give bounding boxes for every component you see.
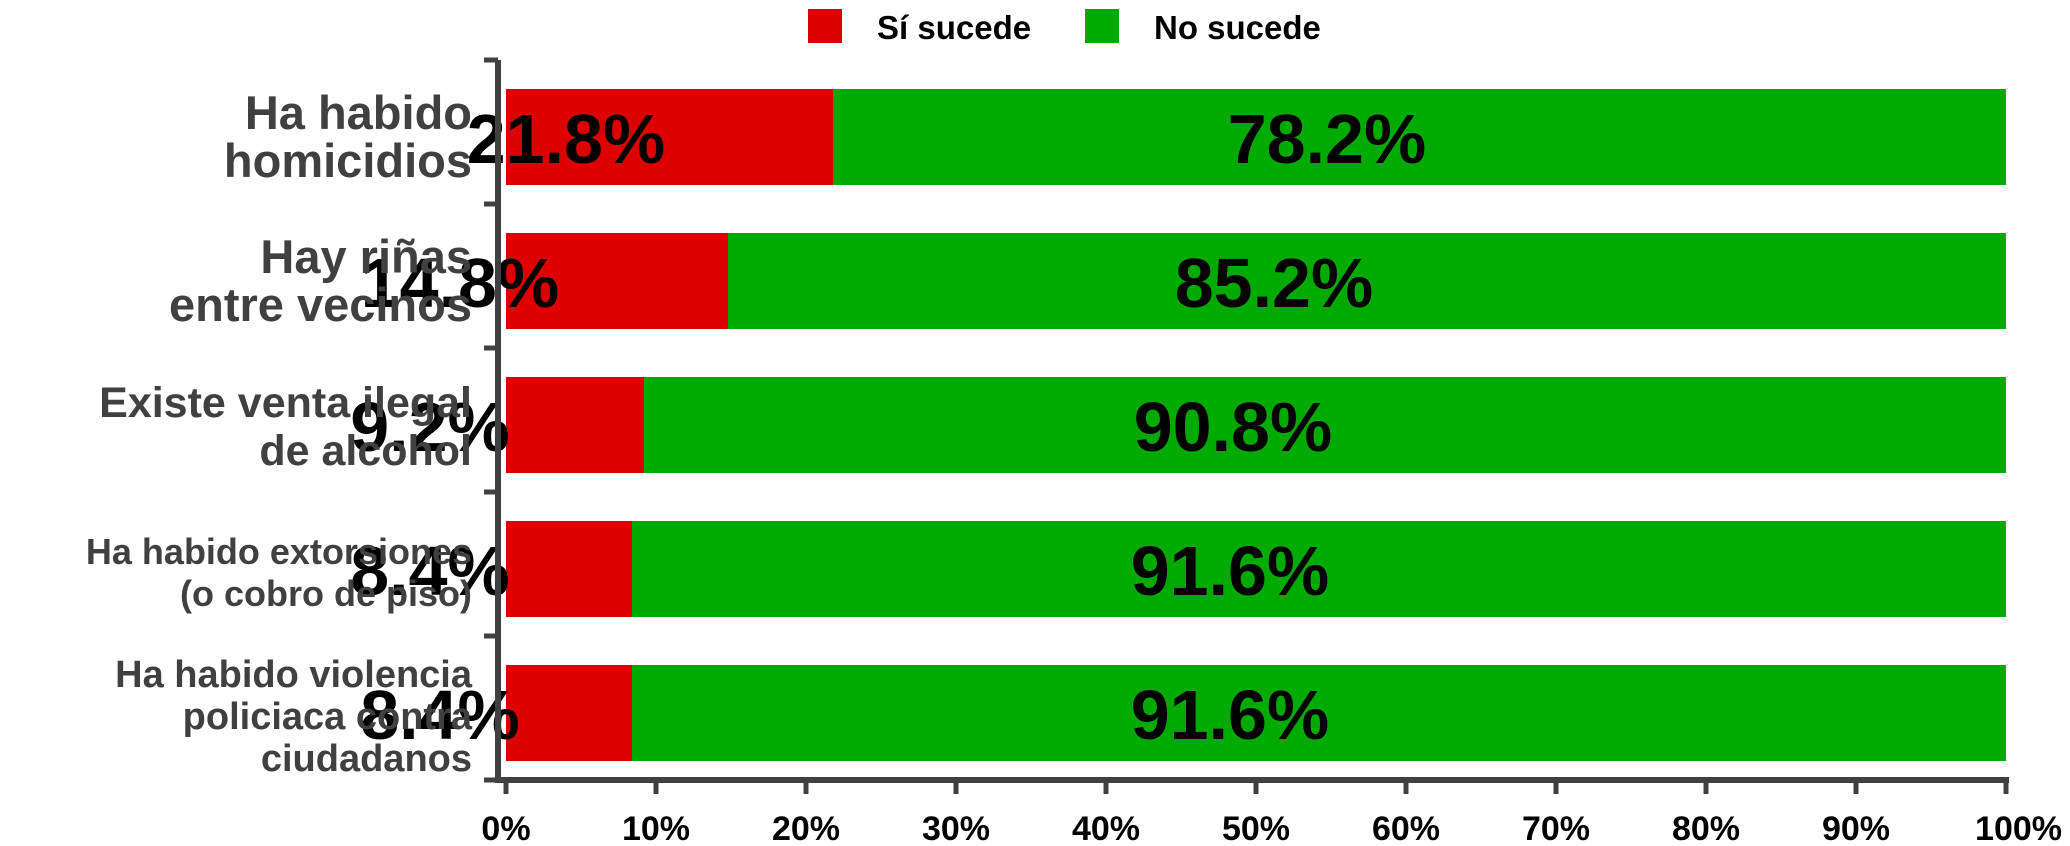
legend-label: Sí sucede — [877, 9, 1031, 46]
legend-swatch — [808, 9, 842, 43]
category-label: Ha habido extorsiones — [86, 531, 472, 572]
bar-segment — [632, 521, 2006, 617]
bar-area: 21.8% 78.2%14.8% 85.2%9.2% 90.8%8.4% 91.6%8.… — [350, 89, 2006, 761]
bar-segment — [632, 665, 2006, 761]
category-label: policiaca contra — [183, 696, 473, 738]
legend-label: No sucede — [1154, 9, 1321, 46]
data-label: 8.4% — [350, 532, 510, 610]
category-label: Ha habido violencia — [115, 654, 473, 696]
bar-segment — [506, 521, 632, 617]
data-label: 8.4% — [360, 676, 520, 754]
bar-segment — [833, 89, 2006, 185]
x-tick-label: 10% — [622, 810, 690, 846]
data-label: 78.2% — [1228, 100, 1426, 178]
category-label: Ha habido — [245, 86, 472, 139]
x-tick-label: 50% — [1222, 810, 1290, 846]
bar-segment — [506, 377, 644, 473]
x-tick-label: 100% — [1975, 810, 2062, 846]
data-label: 91.6% — [1131, 532, 1329, 610]
category-label: homicidios — [224, 134, 472, 187]
category-label: de alcohol — [259, 427, 472, 475]
data-label: 91.6% — [1131, 676, 1329, 754]
data-label: 90.8% — [1134, 388, 1332, 466]
bar-segment — [506, 89, 833, 185]
x-tick-label: 0% — [481, 810, 530, 846]
legend-swatch — [1085, 9, 1119, 43]
bar-segment — [506, 233, 728, 329]
bar-segment — [506, 665, 632, 761]
category-label: Existe venta ilegal — [99, 379, 472, 427]
x-tick-label: 30% — [922, 810, 990, 846]
data-label: 14.8% — [361, 244, 559, 322]
data-label: 9.2% — [350, 388, 510, 466]
chart-legend: Sí sucede No sucede — [808, 9, 1321, 46]
data-label: 85.2% — [1175, 244, 1373, 322]
bar-segment — [728, 233, 2006, 329]
category-label: (o cobro de piso) — [180, 573, 472, 614]
category-label: Hay riñas — [260, 230, 472, 283]
x-tick-label: 20% — [772, 810, 840, 846]
bar-segment — [644, 377, 2006, 473]
x-tick-label: 80% — [1672, 810, 1740, 846]
category-label: ciudadanos — [261, 738, 472, 780]
category-label: entre vecinos — [169, 278, 472, 331]
x-tick-label: 70% — [1522, 810, 1590, 846]
x-tick-label: 60% — [1372, 810, 1440, 846]
x-tick-label: 40% — [1072, 810, 1140, 846]
x-tick-label: 90% — [1822, 810, 1890, 846]
